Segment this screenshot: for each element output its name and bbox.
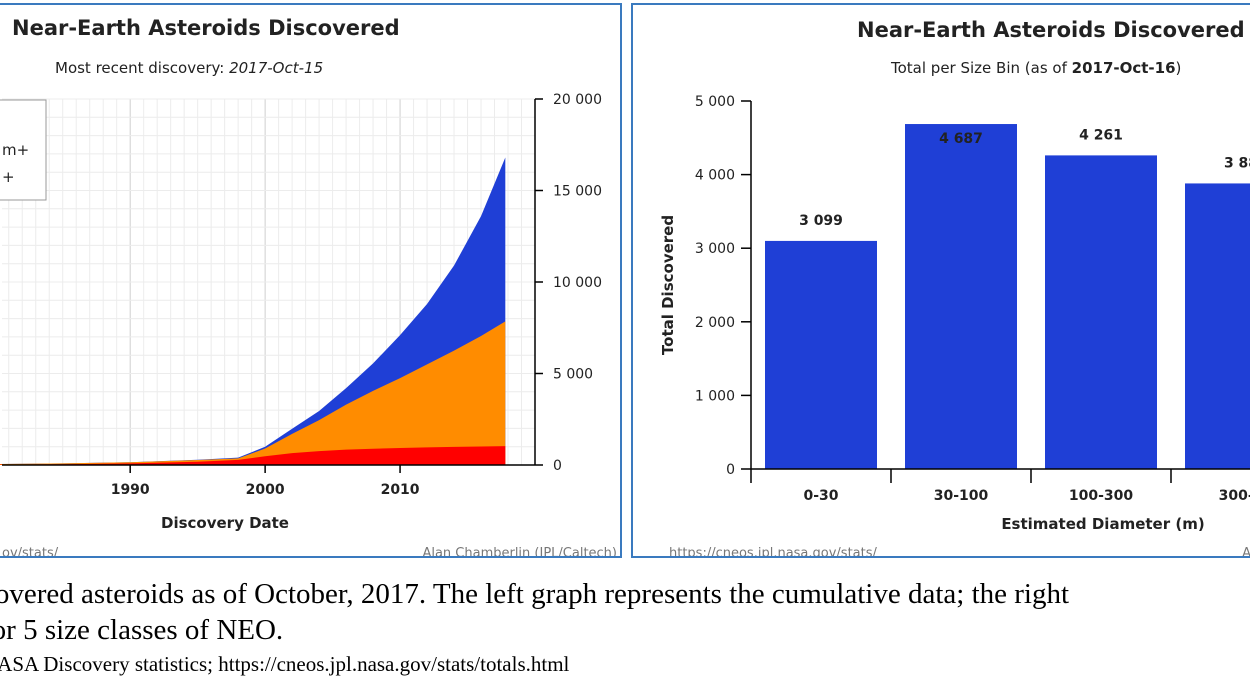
y-tick-label: 15 000 bbox=[553, 184, 602, 200]
size-bin-bar-chart: Near-Earth Asteroids Discovered Total pe… bbox=[659, 18, 1250, 558]
left-chart-subtitle: Most recent discovery: 2017-Oct-15 bbox=[55, 59, 323, 77]
y-axis-title: Total Discovered bbox=[659, 215, 677, 355]
bar-value-label: 3 88 bbox=[1224, 155, 1250, 171]
y-tick-label: 2 000 bbox=[695, 315, 735, 331]
right-chart-title: Near-Earth Asteroids Discovered bbox=[857, 18, 1245, 42]
bar-300-1 bbox=[1185, 183, 1250, 469]
right-subtitle-suffix: ) bbox=[1176, 59, 1182, 77]
bar-value-label: 4 687 bbox=[939, 131, 983, 147]
x-tick-label: 100-300 bbox=[1069, 488, 1134, 504]
legend-item-2: + bbox=[2, 168, 15, 186]
x-tick-label: 2000 bbox=[246, 482, 285, 498]
y-tick-label: 0 bbox=[553, 458, 562, 474]
right-footer-left: https://cneos.jpl.nasa.gov/stats/ bbox=[669, 546, 878, 558]
legend-box bbox=[0, 99, 47, 201]
x-tick-label: 30-100 bbox=[934, 488, 989, 504]
size-bin-chart-panel: Near-Earth Asteroids Discovered Total pe… bbox=[631, 3, 1250, 558]
x-tick-label: 0-30 bbox=[803, 488, 838, 504]
right-chart-subtitle: Total per Size Bin (as of 2017-Oct-16) bbox=[890, 59, 1181, 77]
area-series-2 bbox=[0, 321, 506, 465]
y-tick-label: 10 000 bbox=[553, 275, 602, 291]
cumulative-area-chart: Near-Earth Asteroids Discovered Most rec… bbox=[0, 16, 617, 558]
legend-item-1: m+ bbox=[2, 141, 29, 159]
x-tick-label: 300-1 bbox=[1219, 488, 1250, 504]
y-tick-label: 20 000 bbox=[553, 92, 602, 108]
bar-value-label: 4 261 bbox=[1079, 127, 1123, 143]
left-footer-left: ov/stats/ bbox=[2, 546, 59, 558]
bar-0-30 bbox=[765, 240, 877, 469]
x-tick-label: 2010 bbox=[381, 482, 420, 498]
x-tick-label: 1990 bbox=[111, 482, 150, 498]
bar-30-100 bbox=[905, 124, 1017, 469]
y-tick-label: 3 000 bbox=[695, 241, 735, 257]
right-subtitle-date: 2017-Oct-16 bbox=[1072, 59, 1176, 77]
left-subtitle-date: 2017-Oct-15 bbox=[229, 59, 323, 77]
left-subtitle-prefix: Most recent discovery: bbox=[55, 59, 229, 77]
y-tick-label: 5 000 bbox=[695, 94, 735, 110]
figure-source-line: NASA Discovery statistics; https://cneos… bbox=[0, 652, 570, 676]
y-tick-label: 5 000 bbox=[553, 367, 593, 383]
x-axis-title: Estimated Diameter (m) bbox=[1001, 515, 1204, 533]
x-axis-title: Discovery Date bbox=[161, 514, 289, 532]
left-footer-right: Alan Chamberlin (JPL/Caltech) bbox=[422, 546, 617, 558]
area-series-3 bbox=[0, 446, 506, 465]
cumulative-chart-panel: Near-Earth Asteroids Discovered Most rec… bbox=[0, 3, 622, 558]
figure-caption-line-1: covered asteroids as of October, 2017. T… bbox=[0, 578, 1070, 610]
right-footer-right: A bbox=[1242, 546, 1250, 558]
y-tick-label: 1 000 bbox=[695, 388, 735, 404]
bar-100-300 bbox=[1045, 155, 1157, 470]
right-subtitle-prefix: Total per Size Bin (as of bbox=[890, 59, 1072, 77]
figure-caption-line-2: for 5 size classes of NEO. bbox=[0, 614, 284, 646]
y-tick-label: 4 000 bbox=[695, 168, 735, 184]
bar-value-label: 3 099 bbox=[799, 213, 843, 229]
y-tick-label: 0 bbox=[726, 462, 735, 478]
left-chart-title: Near-Earth Asteroids Discovered bbox=[12, 16, 400, 40]
